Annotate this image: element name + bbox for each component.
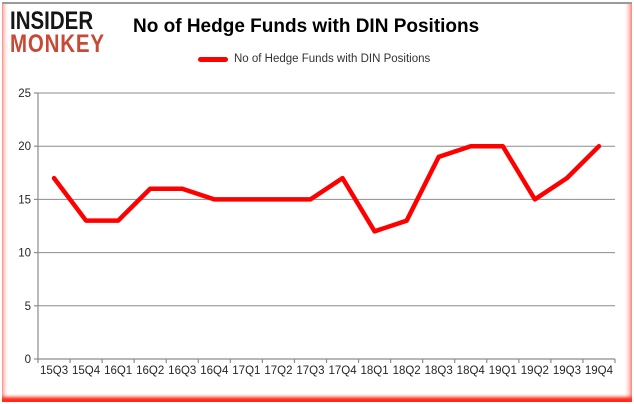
x-tick-label: 17Q2 (264, 365, 292, 377)
y-tick-label: 25 (18, 88, 31, 100)
logo-text-monkey: MONKEY (10, 30, 105, 58)
y-tick-label: 10 (18, 248, 31, 260)
x-tick-label: 17Q4 (328, 365, 357, 377)
x-tick-label: 16Q2 (136, 365, 164, 377)
x-tick-label: 19Q3 (553, 365, 581, 377)
y-tick-label: 20 (18, 141, 31, 153)
x-tick-label: 15Q4 (72, 365, 101, 377)
insider-monkey-logo: INSIDER MONKEY (10, 7, 105, 58)
chart-title: No of Hedge Funds with DIN Positions (133, 16, 480, 37)
y-tick-label: 15 (18, 194, 31, 206)
x-tick-label: 18Q2 (393, 365, 421, 377)
x-tick-label: 15Q3 (40, 365, 68, 377)
x-tick-label: 19Q4 (585, 365, 614, 377)
x-tick-label: 19Q1 (489, 365, 517, 377)
legend: No of Hedge Funds with DIN Positions (198, 53, 430, 65)
x-tick-label: 16Q3 (168, 365, 196, 377)
x-tick-label: 17Q1 (232, 365, 260, 377)
y-tick-label: 0 (25, 354, 31, 366)
legend-label: No of Hedge Funds with DIN Positions (234, 53, 431, 65)
y-tick-label: 5 (25, 301, 31, 313)
x-tick-label: 18Q1 (361, 365, 389, 377)
x-tick-label: 18Q4 (457, 365, 486, 377)
x-tick-label: 18Q3 (425, 365, 453, 377)
x-tick-label: 16Q1 (104, 365, 132, 377)
logo-text-insider: INSIDER (10, 7, 94, 35)
legend-line-swatch (198, 56, 228, 62)
x-tick-label: 17Q3 (296, 365, 324, 377)
x-tick-label: 16Q4 (200, 365, 229, 377)
series-line (51, 143, 602, 234)
x-tick-label: 19Q2 (521, 365, 549, 377)
